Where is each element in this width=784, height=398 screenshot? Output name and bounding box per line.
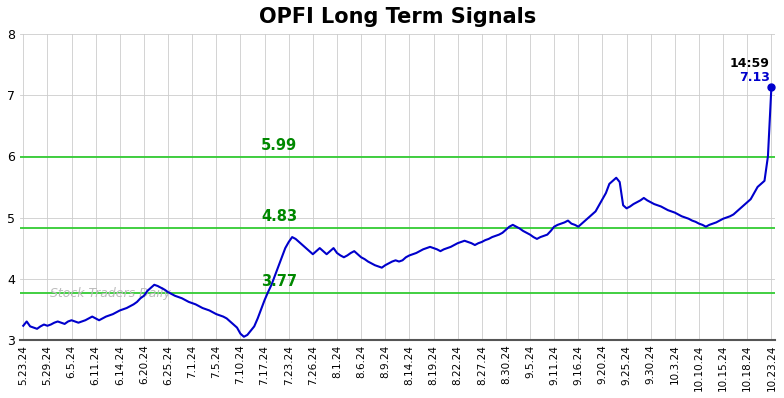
Text: 7.13: 7.13 bbox=[739, 71, 770, 84]
Text: 3.77: 3.77 bbox=[261, 274, 297, 289]
Text: Stock Traders Daily: Stock Traders Daily bbox=[50, 287, 171, 300]
Text: 4.83: 4.83 bbox=[261, 209, 297, 224]
Text: 5.99: 5.99 bbox=[261, 138, 297, 153]
Text: 14:59: 14:59 bbox=[730, 57, 770, 70]
Title: OPFI Long Term Signals: OPFI Long Term Signals bbox=[259, 7, 536, 27]
